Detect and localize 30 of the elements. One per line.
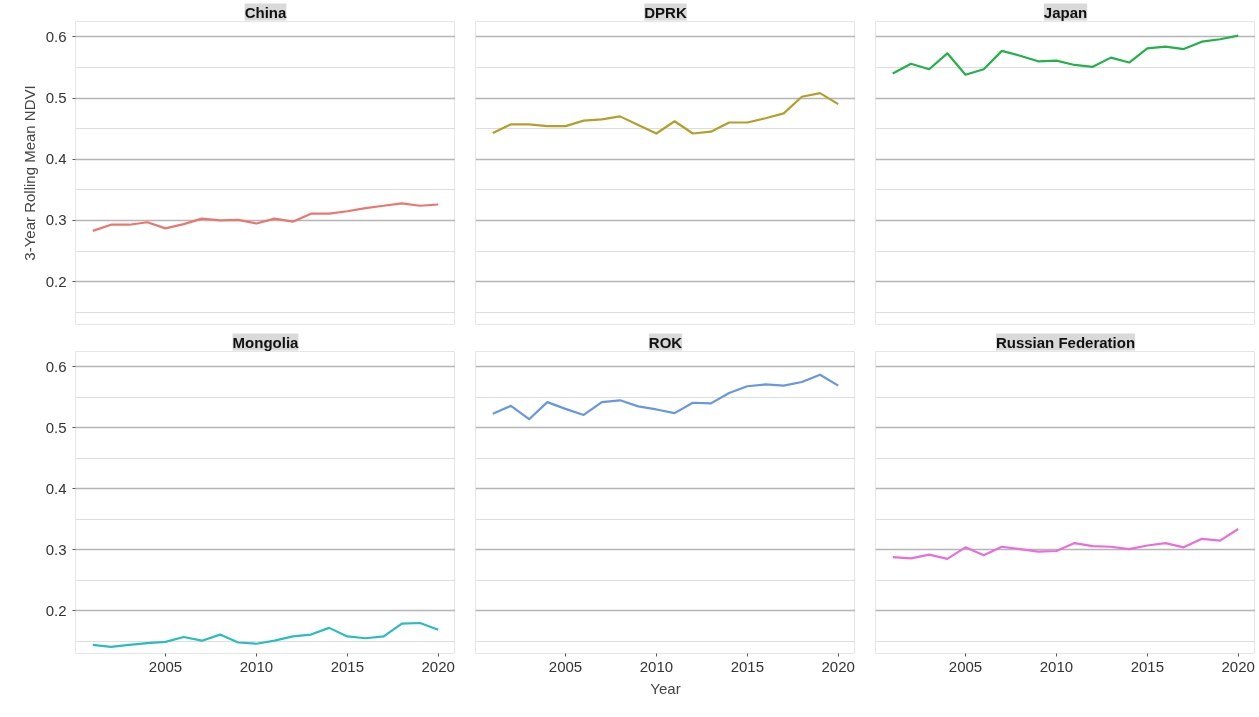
y-axis-title: 3-Year Rolling Mean NDVI (20, 85, 38, 261)
x-tick-label: 2020 (421, 657, 455, 675)
y-tick-label: 0.4 (45, 479, 67, 497)
x-tick-label: 2010 (639, 657, 674, 675)
x-tick-label: 2015 (730, 657, 765, 675)
chart-title: Mongolia (232, 333, 300, 351)
x-tick-label: 2015 (1130, 657, 1165, 675)
x-tick-label: 2005 (948, 657, 983, 675)
y-tick-label: 0.3 (45, 540, 67, 558)
x-tick-label: 2020 (1221, 657, 1255, 675)
y-tick-label: 0.5 (45, 89, 67, 107)
chart-title: ROK (648, 333, 683, 351)
chart-title: DPRK (644, 3, 687, 21)
x-tick-label: 2010 (1039, 657, 1074, 675)
y-tick-label: 0.6 (45, 27, 67, 45)
x-tick-label: 2005 (148, 657, 183, 675)
x-axis-title: Year (650, 679, 681, 697)
y-tick-label: 0.3 (45, 211, 67, 229)
y-tick-label: 0.2 (45, 601, 67, 619)
y-tick-label: 0.6 (45, 357, 67, 375)
x-tick-label: 2015 (330, 657, 365, 675)
chart-title: Japan (1043, 3, 1088, 21)
y-tick-label: 0.4 (45, 150, 67, 168)
y-tick-label: 0.5 (45, 418, 67, 436)
x-tick-label: 2005 (548, 657, 583, 675)
y-tick-label: 0.2 (45, 272, 67, 290)
x-tick-label: 2020 (821, 657, 855, 675)
chart-title: Russian Federation (995, 333, 1136, 351)
x-tick-label: 2010 (239, 657, 274, 675)
chart-title: China (244, 3, 287, 21)
